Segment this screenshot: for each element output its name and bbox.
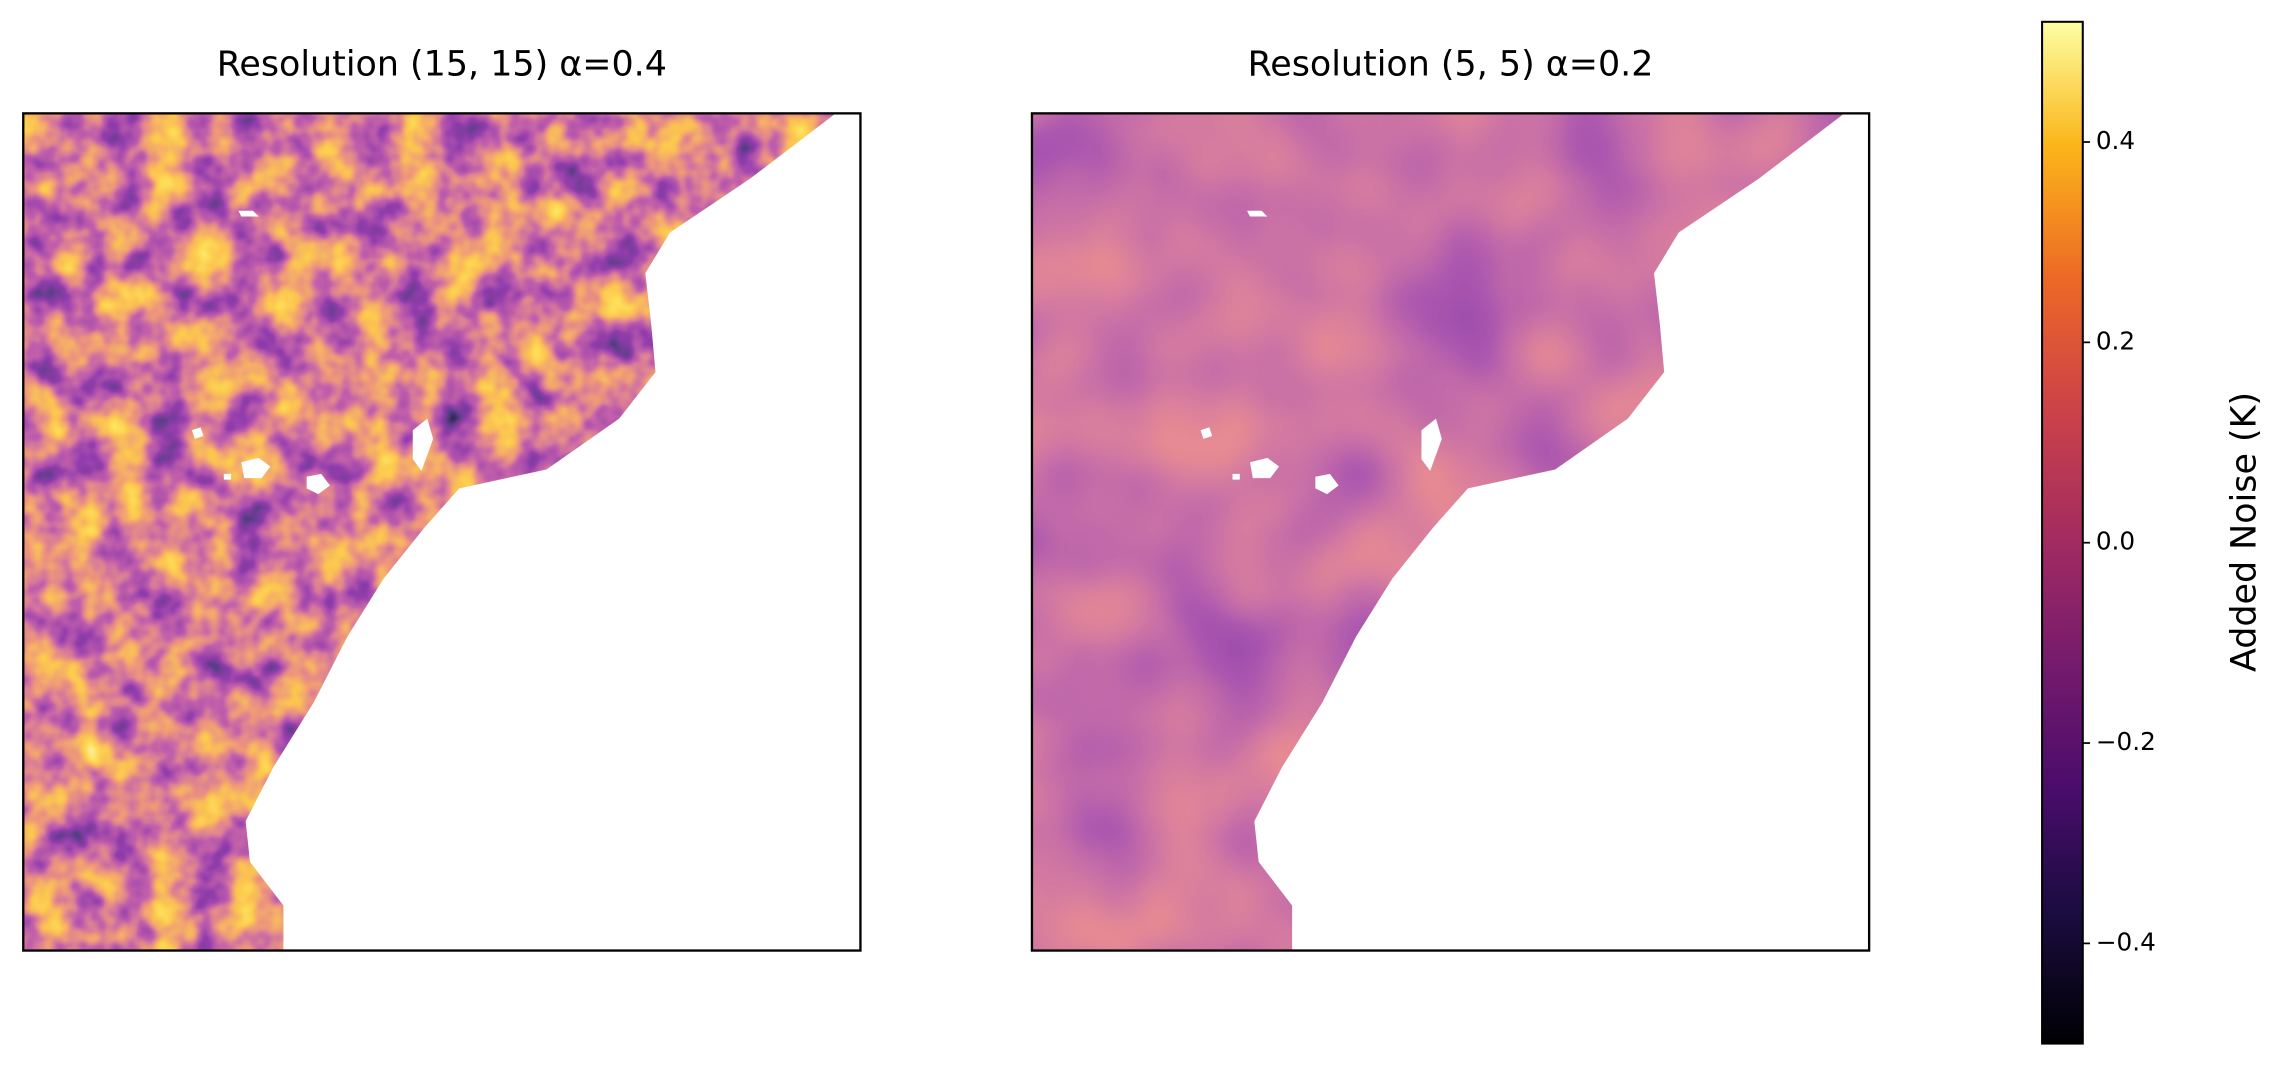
colorbar-tick-label: −0.4 [2096, 927, 2156, 956]
panel-title: Resolution (15, 15) α=0.4 [217, 45, 667, 85]
axes-frame [22, 112, 862, 952]
colorbar-tick-label: 0.4 [2096, 126, 2135, 155]
colorbar-label: Added Noise (K) [2225, 392, 2265, 672]
colorbar-tick-label: 0.2 [2096, 326, 2135, 355]
panel [1030, 112, 1871, 952]
panel-title: Resolution (5, 5) α=0.2 [1248, 45, 1654, 85]
colorbar-tick-label: 0.0 [2096, 527, 2135, 556]
axes-frame [1030, 112, 1871, 952]
colorbar [2041, 20, 2084, 1045]
colorbar-tick-label: −0.2 [2096, 727, 2156, 756]
panel [22, 112, 862, 952]
